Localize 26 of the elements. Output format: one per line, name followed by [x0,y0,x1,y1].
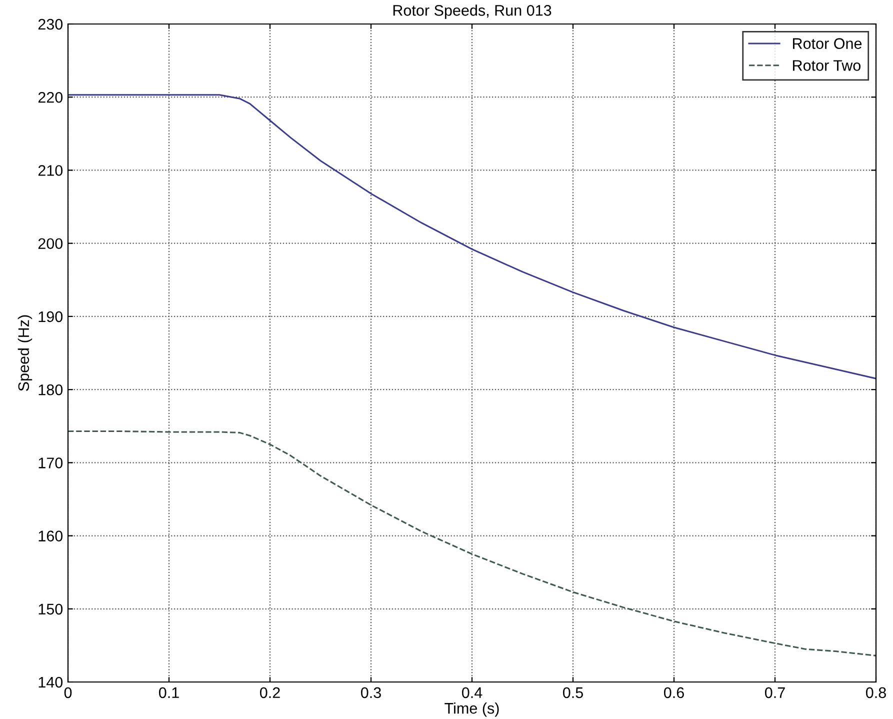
y-tick-label: 210 [38,165,63,176]
x-tick-label: 0 [64,687,72,698]
legend-label: Rotor Two [793,60,860,71]
chart-title: Rotor Speeds, Run 013 [393,4,552,19]
y-tick-label: 180 [38,384,63,396]
y-tick-label: 140 [38,676,63,688]
x-tick-label: 0.2 [260,687,280,698]
y-tick-label: 150 [38,604,63,615]
x-tick-label: 0.8 [866,687,886,698]
x-tick-label: 0.3 [360,687,381,698]
y-tick-label: 200 [38,238,63,250]
line-series [68,94,876,380]
x-tick-label: 0.7 [764,687,785,698]
y-tick-label: 160 [38,530,63,542]
x-tick-label: 0.5 [562,687,583,698]
y-tick-label: 190 [38,311,63,322]
y-tick-label: 230 [38,18,63,30]
y-axis-title: Speed (Hz) [18,315,32,391]
x-tick-label: 0.1 [158,687,179,698]
y-tick-label: 220 [38,92,63,103]
y-tick-label: 170 [38,458,63,468]
x-tick-label: 0.6 [664,687,684,698]
line-series [68,430,876,656]
legend-label: Rotor One [793,38,862,49]
x-axis-title: Time (s) [444,702,499,717]
x-tick-label: 0.4 [462,687,482,698]
